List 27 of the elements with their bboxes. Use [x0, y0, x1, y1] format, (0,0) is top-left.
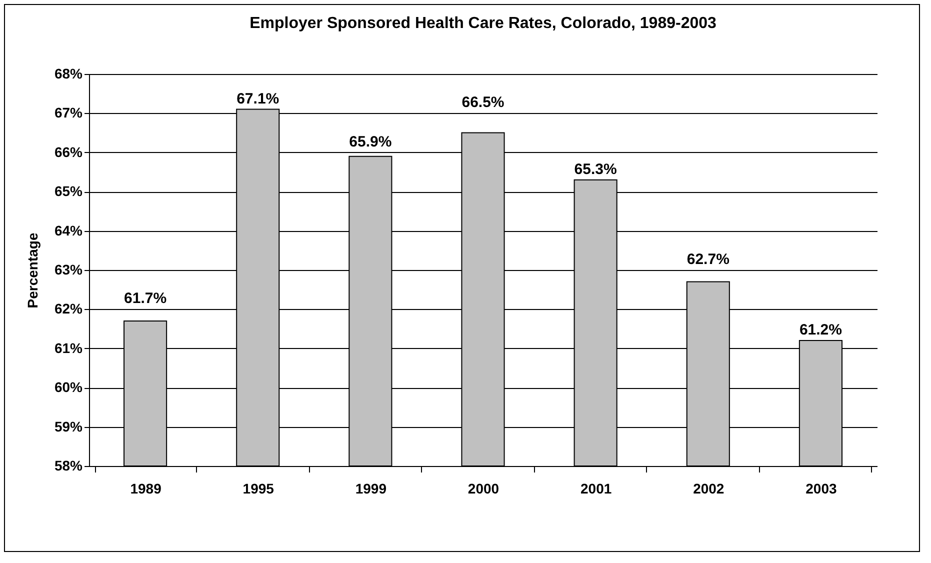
y-tick-label: 67% [54, 104, 84, 121]
y-tick-label: 63% [54, 262, 84, 278]
y-tick-label: 66% [54, 144, 84, 160]
y-tick-label: 61% [54, 340, 84, 356]
data-label: 61.2% [799, 322, 842, 339]
y-tick-label: 68% [54, 66, 84, 82]
data-label: 61.7% [124, 290, 167, 308]
data-label: 65.3% [574, 160, 617, 178]
x-tick-label: 2003 [806, 480, 837, 496]
x-tick-label: 2002 [693, 480, 724, 496]
x-tick-label: 2001 [580, 480, 612, 496]
y-axis-title: Percentage [24, 232, 40, 308]
data-label: 65.9% [349, 133, 392, 150]
data-label: 66.5% [462, 94, 504, 112]
y-tick-label: 65% [54, 183, 84, 200]
x-tick-label: 1999 [355, 480, 387, 496]
data-label: 67.1% [236, 90, 280, 108]
y-tick-label: 59% [54, 418, 84, 434]
chart-title: Employer Sponsored Health Care Rates, Colorado, 1989-2003 [250, 15, 717, 32]
x-tick-label: 1995 [242, 480, 274, 496]
y-tick-label: 58% [54, 458, 84, 474]
x-tick-label: 2000 [468, 480, 500, 496]
x-tick-label: 1989 [130, 480, 162, 496]
y-tick-label: 62% [54, 300, 84, 317]
y-tick-label: 60% [54, 379, 84, 396]
data-label: 62.7% [686, 251, 730, 268]
y-tick-label: 64% [54, 222, 84, 238]
